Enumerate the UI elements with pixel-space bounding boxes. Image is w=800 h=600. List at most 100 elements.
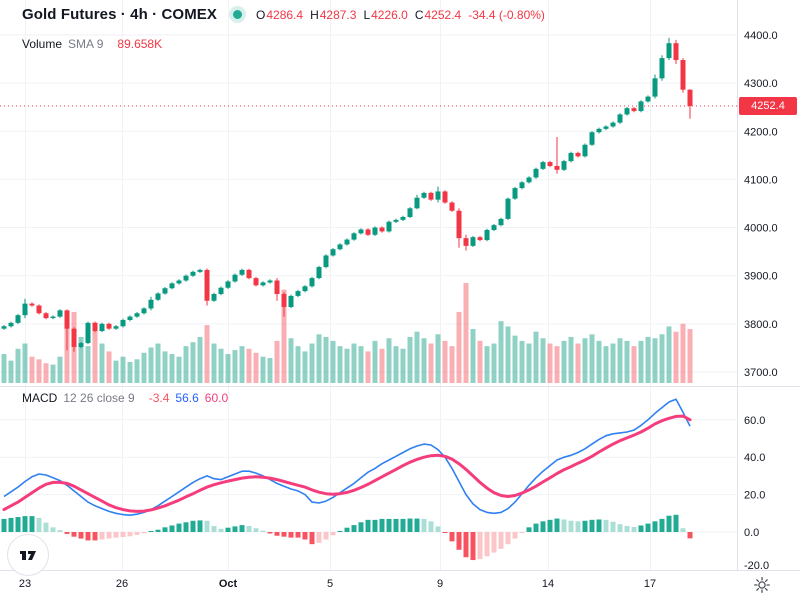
candle-body [666,43,672,59]
price-tick-label: 3800.0 [744,319,778,331]
candle-body [57,310,63,317]
candle-body [547,162,553,166]
macd-histogram-bar [393,518,399,532]
candle-body [673,43,679,61]
volume-bar [456,311,462,383]
macd-histogram-bar [246,526,252,532]
time-tick-label: 5 [327,578,333,590]
macd-histogram-bar [512,532,518,539]
volume-bar [351,343,357,383]
macd-histogram-bar [64,532,70,534]
volume-bar [365,351,371,383]
macd-histogram-bar [274,532,280,536]
candle-body [617,114,623,123]
macd-histogram-bar [519,532,525,533]
macd-histogram-bar [680,528,686,532]
volume-bar [337,346,343,383]
macd-histogram-bar [232,526,238,532]
macd-histogram-bar [400,518,406,532]
candle-body [575,152,581,157]
macd-histogram-bar [505,532,511,545]
low-value: 4226.0 [371,7,408,22]
candle-body [155,293,161,300]
macd-histogram-bar [197,520,203,532]
macd-histogram-bar [449,532,455,542]
volume-bar [211,343,217,383]
candle-body [92,322,98,332]
macd-histogram-bar [589,519,595,532]
volume-bar [617,338,623,383]
candle-body [449,202,455,211]
candle-body [323,255,329,268]
macd-legend[interactable]: MACD 12 26 close 9 -3.4 56.6 60.0 [22,391,228,405]
volume-bar [393,346,399,383]
volume-bar [344,348,350,383]
macd-histogram-bar [99,532,105,540]
candle-body [309,278,315,287]
volume-bar [225,354,231,383]
candle-body [141,308,147,314]
macd-histogram-bar [43,522,49,532]
volume-bar [190,342,196,383]
candle-body [162,288,168,294]
macd-histogram-bar [141,532,147,534]
last-price-label[interactable]: 4252.4 [739,97,797,115]
candle-body [316,267,322,279]
macd-histogram-bar [134,532,140,535]
macd-histogram-bar [176,523,182,532]
volume-bar [400,348,406,383]
high-value: 4287.3 [319,7,357,22]
candle-body [113,326,119,329]
timezone-settings-button[interactable] [751,574,773,596]
volume-bar [561,340,567,383]
macd-histogram-bar [351,525,357,532]
candle-body [22,303,28,316]
macd-histogram-bar [386,518,392,532]
volume-bar [57,356,63,383]
macd-histogram-bar [323,532,329,540]
candle-body [589,132,595,145]
volume-bar [92,322,98,383]
macd-histogram-bar [428,521,434,532]
change-value: -34.4 (-0.80%) [468,7,545,22]
macd-histogram-bar [8,517,14,532]
volume-bar [1,354,7,383]
signal-line [2,414,692,513]
volume-legend[interactable]: Volume SMA 9 89.658K [22,37,162,51]
volume-bar [407,336,413,383]
macd-histogram-bar [666,515,672,532]
symbol-header[interactable]: Gold Futures · 4h · COMEX O4286.4 H4287.… [22,6,545,23]
volume-bar [197,336,203,383]
candle-body [680,60,686,90]
macd-histogram-bar [239,525,245,532]
candle-body [428,192,434,200]
macd-histogram-bar [57,530,63,532]
volume-bar [554,346,560,383]
volume-bar [85,346,91,383]
candle-body [442,191,448,203]
macd-histogram-bar [71,532,77,537]
volume-bar [372,340,378,383]
macd-histogram-bar [456,532,462,550]
volume-bar [330,340,336,383]
macd-histogram-bar [120,532,126,538]
close-label: C [414,7,424,22]
volume-bar [246,348,252,383]
symbol-title[interactable]: Gold Futures · 4h · COMEX [22,6,218,23]
candle-body [197,269,203,272]
macd-histogram-bar [113,532,119,538]
macd-histogram-bar [22,516,28,532]
candle-body [400,216,406,220]
candle-body [267,280,273,283]
candle-body [512,188,518,199]
volume-bar [477,340,483,383]
volume-bar [260,356,266,383]
candle-body [603,126,609,129]
time-tick-label: 14 [542,578,554,590]
open-label: O [256,7,266,22]
macd-line [3,398,691,517]
macd-line-value: 56.6 [175,391,199,405]
macd-histogram-bar [204,520,210,532]
tradingview-logo[interactable] [7,534,49,576]
